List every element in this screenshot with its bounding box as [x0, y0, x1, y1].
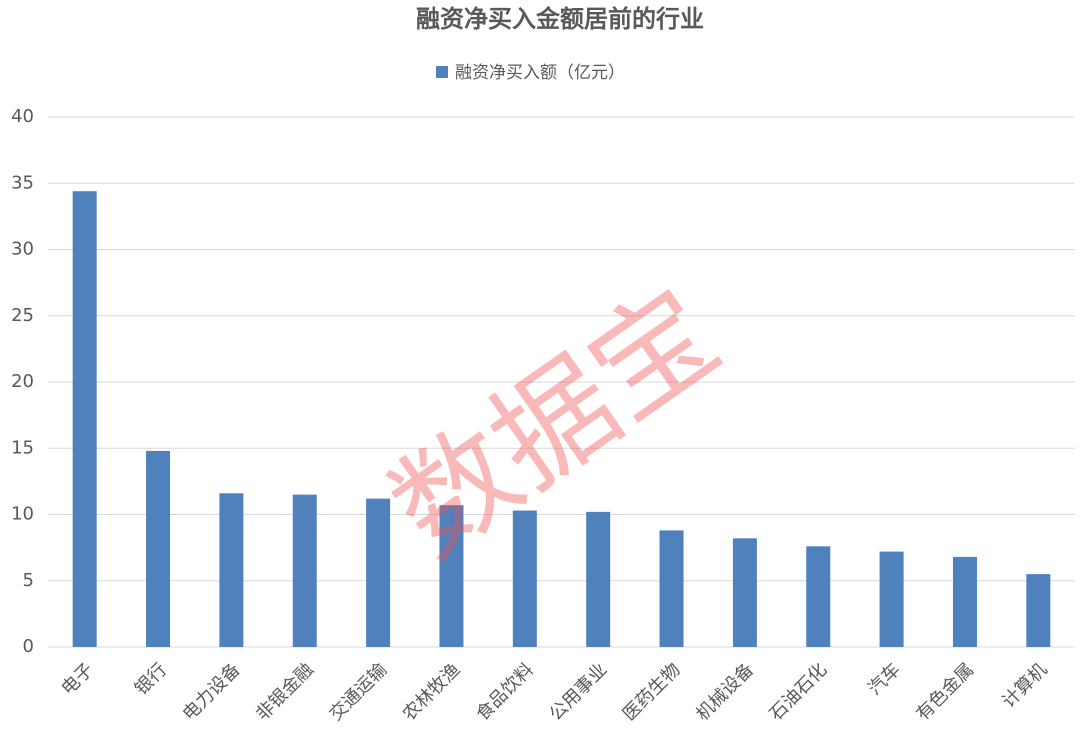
bar	[1026, 574, 1051, 647]
y-tick-label: 0	[23, 636, 34, 657]
y-tick-label: 25	[11, 305, 34, 326]
bar	[72, 191, 97, 647]
x-tick-label: 机械设备	[692, 659, 758, 725]
legend-label: 融资净买入额（亿元）	[455, 63, 625, 83]
x-tick-label: 医药生物	[619, 659, 685, 725]
x-tick-label: 石油石化	[766, 659, 832, 725]
x-tick-label: 电力设备	[179, 659, 245, 725]
bar	[292, 494, 317, 647]
y-tick-label: 15	[11, 437, 34, 458]
watermark: 数据宝	[368, 263, 743, 583]
bar	[219, 493, 244, 647]
x-tick-label: 非银金融	[252, 659, 318, 725]
bar	[806, 546, 831, 647]
legend-swatch	[436, 66, 448, 78]
y-tick-label: 30	[11, 239, 34, 260]
x-tick-label: 银行	[131, 659, 171, 699]
bar	[879, 551, 904, 647]
x-tick-label: 农林牧渔	[399, 659, 465, 725]
chart-title: 融资净买入金额居前的行业	[416, 5, 704, 33]
bar	[586, 511, 611, 647]
y-tick-label: 35	[11, 172, 34, 193]
bar	[146, 450, 171, 647]
y-tick-label: 20	[11, 371, 34, 392]
x-tick-label: 食品饮料	[472, 659, 538, 725]
x-tick-label: 计算机	[998, 659, 1051, 712]
x-tick-label: 交通运输	[325, 659, 391, 725]
x-tick-label: 汽车	[864, 659, 904, 699]
x-tick-label: 电子	[57, 659, 97, 699]
bar	[512, 510, 537, 647]
bar	[439, 505, 464, 647]
x-tick-label: 公用事业	[545, 659, 611, 725]
x-tick-label: 有色金属	[912, 659, 978, 725]
y-tick-label: 40	[11, 106, 34, 127]
y-tick-label: 10	[11, 504, 34, 525]
bar	[659, 530, 684, 647]
y-tick-label: 5	[23, 570, 34, 591]
bar	[732, 538, 757, 647]
bar	[366, 498, 391, 647]
bar	[952, 556, 977, 647]
